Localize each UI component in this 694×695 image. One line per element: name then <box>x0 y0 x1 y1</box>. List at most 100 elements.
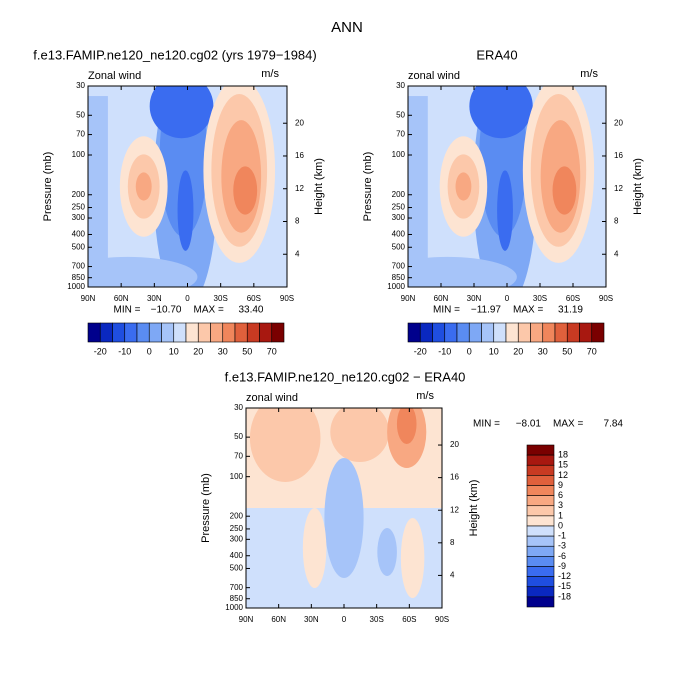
x-tick-label: 60N <box>271 615 286 624</box>
colorbar-label: -10 <box>438 346 451 356</box>
colorbar-box <box>526 515 555 527</box>
colorbar-label: 6 <box>558 490 563 500</box>
y-tick-label: 500 <box>392 242 406 251</box>
y-tick-label: 200 <box>230 511 244 520</box>
colorbar-box <box>432 322 446 343</box>
x-tick-label: 30S <box>214 294 228 303</box>
min-value: −8.01 <box>516 419 542 430</box>
y-tick-label: 400 <box>230 551 244 560</box>
y-tick-label: 700 <box>72 262 86 271</box>
min-label: MIN = <box>114 305 141 316</box>
y-tick-label: 1000 <box>387 282 405 291</box>
x-tick-label: 90N <box>401 294 416 303</box>
x-tick-label: 90S <box>435 615 449 624</box>
y-tick-label: 70 <box>76 130 85 139</box>
colorbar-box <box>468 322 482 343</box>
right-label: m/s <box>416 390 434 402</box>
colorbar-box <box>99 322 113 343</box>
left-label: zonal wind <box>408 70 460 82</box>
y2-tick-label: 20 <box>295 118 304 127</box>
y-tick-label: 250 <box>72 203 86 212</box>
x-tick-label: 0 <box>505 294 510 303</box>
colorbar-label: -10 <box>118 346 131 356</box>
colorbar-box <box>526 464 555 476</box>
y-tick-label: 500 <box>230 564 244 573</box>
colorbar-label: -3 <box>558 541 566 551</box>
x-tick-label: 60S <box>247 294 261 303</box>
panel-title: ERA40 <box>476 47 517 62</box>
y2-tick-label: 8 <box>450 538 455 547</box>
y-axis-label: Pressure (mb) <box>362 152 374 222</box>
contour-fill <box>497 170 513 251</box>
contour-fill <box>408 96 428 287</box>
y-tick-label: 850 <box>230 594 244 603</box>
y-tick-label: 100 <box>72 150 86 159</box>
colorbar-box <box>526 454 555 466</box>
colorbar-label: 12 <box>558 470 568 480</box>
y-tick-label: 100 <box>230 472 244 481</box>
colorbar-box <box>526 576 555 588</box>
contour-fill <box>552 166 577 215</box>
figure-title: ANN <box>331 19 363 36</box>
y-tick-label: 50 <box>234 432 243 441</box>
colorbar-box <box>444 322 458 343</box>
y2-tick-label: 8 <box>614 217 619 226</box>
colorbar-box <box>526 535 555 547</box>
y-axis-label: Pressure (mb) <box>200 473 212 543</box>
y-tick-label: 300 <box>392 213 406 222</box>
colorbar-label: 18 <box>558 450 568 460</box>
colorbar-label: -18 <box>558 591 571 601</box>
colorbar-label: 10 <box>489 346 499 356</box>
x-tick-label: 90N <box>81 294 96 303</box>
panel-title: f.e13.FAMIP.ne120_ne120.cg02 − ERA40 <box>225 369 466 384</box>
colorbar-box <box>526 586 555 598</box>
colorbar-box <box>526 444 555 456</box>
right-label: m/s <box>580 68 598 80</box>
colorbar-box <box>271 322 285 343</box>
y-tick-label: 30 <box>234 403 243 412</box>
contour-fill <box>177 170 194 251</box>
colorbar-box <box>526 485 555 496</box>
colorbar-box <box>112 322 126 343</box>
colorbar-box <box>526 475 555 486</box>
contour-fill <box>88 256 198 287</box>
colorbar-label: 1 <box>558 510 563 520</box>
contour-fill <box>324 458 364 578</box>
y-tick-label: 70 <box>234 451 243 460</box>
max-value: 31.19 <box>558 305 583 316</box>
x-tick-label: 90S <box>599 294 613 303</box>
colorbar-box <box>234 322 248 343</box>
colorbar-label: 30 <box>218 346 228 356</box>
y-tick-label: 850 <box>392 273 406 282</box>
y-tick-label: 850 <box>72 273 86 282</box>
colorbar-box <box>246 322 260 343</box>
contour-fill <box>233 166 258 215</box>
max-value: 7.84 <box>604 419 624 430</box>
right-label: m/s <box>261 68 279 80</box>
y-tick-label: 100 <box>392 150 406 159</box>
y-tick-label: 400 <box>72 230 86 239</box>
colorbar-box <box>517 322 531 343</box>
colorbar-box <box>526 566 555 577</box>
colorbar-box <box>173 322 187 343</box>
colorbar-box <box>526 505 555 517</box>
y-tick-label: 700 <box>392 262 406 271</box>
colorbar-label: 0 <box>467 346 472 356</box>
y-tick-label: 700 <box>230 583 244 592</box>
contour-fill <box>377 528 397 576</box>
colorbar-box <box>526 545 555 557</box>
colorbar-box <box>579 322 593 343</box>
colorbar-box <box>222 322 236 343</box>
colorbar-box <box>493 322 507 343</box>
colorbar-box <box>124 322 138 343</box>
colorbar-label: 30 <box>538 346 548 356</box>
left-label: Zonal wind <box>88 70 141 82</box>
contour-fill <box>400 518 425 598</box>
y-tick-label: 250 <box>392 203 406 212</box>
colorbar-box <box>210 322 224 343</box>
y2-tick-label: 12 <box>450 505 459 514</box>
y-axis-label: Pressure (mb) <box>42 152 54 222</box>
contour-fill <box>135 172 152 201</box>
